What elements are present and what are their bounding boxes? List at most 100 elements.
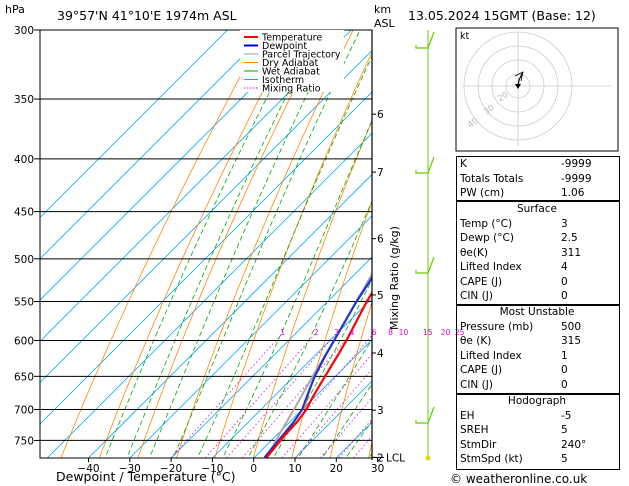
table-row: CAPE (J) 0 [456, 363, 618, 378]
row-value: 311 [561, 246, 582, 259]
wet-adiabat-line [297, 338, 372, 458]
row-value: 1.06 [561, 187, 585, 199]
mixing-ratio-line [338, 418, 372, 458]
section-title-text: Hodograph [507, 395, 567, 407]
mixing-ratio-label: 10 [399, 328, 409, 337]
mixing-ratio-label: 25 [455, 328, 465, 337]
pressure-tick-label: 500 [14, 254, 34, 266]
km-tick-label: 4 [377, 348, 384, 360]
row-value: 5 [561, 453, 568, 465]
row-label: StmDir [460, 438, 497, 451]
pressure-tick-label: 350 [14, 94, 34, 106]
mixing-ratio-label: 2 [314, 328, 319, 337]
pressure-tick-label: 600 [14, 335, 34, 347]
isotherm-line [88, 173, 372, 458]
km-tick-label: 6 [377, 109, 384, 121]
row-label: CAPE (J) [460, 364, 503, 376]
mixing-ratio-line [170, 332, 284, 458]
section-title-text: Most Unstable [499, 306, 575, 318]
table-row: PW (cm) 1.06 [456, 186, 618, 201]
isotherm-line [253, 339, 372, 458]
row-label: Dewp (°C) [460, 232, 514, 244]
row-value: -5 [561, 409, 572, 422]
wet-adiabat-line [272, 278, 372, 458]
row-value: 0 [561, 290, 568, 302]
row-label: θe(K) [460, 246, 488, 259]
table-row: CIN (J) 0 [456, 378, 618, 393]
mixing-ratio-line [281, 353, 372, 458]
mixing-ratio-label: 1 [280, 328, 285, 337]
isotherm-line [40, 50, 372, 384]
section-title-text: Surface [516, 203, 557, 215]
mixing-ratio-axis-label: Mixing Ratio (g/kg) [388, 226, 401, 330]
most-unstable-box [456, 304, 620, 395]
lcl-label: LCL [386, 452, 405, 464]
pressure-tick-label: 400 [14, 154, 34, 166]
legend-item-label: Dewpoint [262, 41, 307, 52]
row-label: K [460, 158, 467, 170]
row-value: 0 [561, 378, 568, 391]
row-label: Temp (°C) [460, 217, 513, 230]
pressure-tick-label: 450 [14, 207, 34, 219]
asl-unit-label: ASL [374, 17, 396, 30]
row-label: Lifted Index [460, 261, 522, 273]
wind-barb [415, 406, 435, 424]
row-label: EH [460, 409, 475, 422]
isotherm-line [212, 297, 372, 458]
row-label: CIN (J) [460, 290, 493, 302]
legend-item-label: Wet Adiabat [262, 67, 320, 78]
table-section-title: Hodograph [456, 394, 618, 409]
wet-adiabat-line [321, 383, 372, 458]
table-section-title: Most Unstable [456, 305, 618, 320]
mixing-ratio-line [204, 332, 317, 458]
legend-item-label: Dry Adiabat [262, 58, 319, 69]
row-value: 2.5 [561, 232, 578, 244]
isotherm-line [170, 256, 372, 458]
mixing-ratio-label: 8 [388, 328, 393, 337]
isotherm-line [46, 132, 372, 458]
row-value: 4 [561, 261, 568, 273]
mixing-ratio-line [295, 368, 372, 458]
location-title: 39°57'N 41°10'E 1974m ASL [57, 8, 237, 23]
row-value: 1 [561, 349, 568, 362]
pressure-tick-label: 650 [14, 371, 34, 383]
surface-box [456, 200, 620, 306]
km-tick-label: 6 [377, 234, 384, 246]
table-row: StmDir 240° [456, 438, 618, 453]
wet-adiabat-line [222, 119, 372, 458]
legend-item-label: Parcel Trajectory [262, 50, 341, 61]
isotherm-line [40, 30, 228, 218]
wind-barbs [415, 30, 435, 461]
table-row: CIN (J) 0 [456, 289, 618, 304]
mixing-ratio-label: 15 [423, 328, 433, 337]
legend-item-label: Temperature [261, 33, 322, 44]
table-row: Dewp (°C) 2.5 [456, 231, 618, 246]
x-axis-label: Dewpoint / Temperature (°C) [56, 469, 235, 484]
km-tick-label: 3 [377, 405, 384, 417]
isotherm-line [294, 380, 372, 458]
mixing-ratio-label: 4 [350, 328, 355, 337]
row-value: 0 [561, 364, 568, 376]
table-row: CAPE (J) 0 [456, 275, 618, 290]
temperature-profile [265, 290, 372, 458]
row-label: θe (K) [460, 335, 492, 347]
km-unit-label: km [374, 3, 391, 16]
hodograph-frame [455, 27, 619, 152]
isotherm-line [40, 30, 352, 342]
mixing-ratio-label: 6 [372, 328, 377, 337]
table-row: Totals Totals -9999 [456, 172, 618, 187]
mixing-ratio-line [320, 397, 372, 458]
temperature-tick-label: −40 [77, 463, 99, 475]
table-row: SREH 5 [456, 423, 618, 438]
mixing-ratio-line [353, 435, 372, 458]
wind-barb [415, 31, 435, 49]
mixing-ratio-line [241, 332, 353, 458]
table-section-title: Surface [456, 202, 618, 217]
isotherm-line [40, 30, 269, 260]
row-label: CIN (J) [460, 378, 493, 391]
isotherm-line [40, 91, 372, 425]
km-tick-label: 7 [377, 167, 384, 179]
